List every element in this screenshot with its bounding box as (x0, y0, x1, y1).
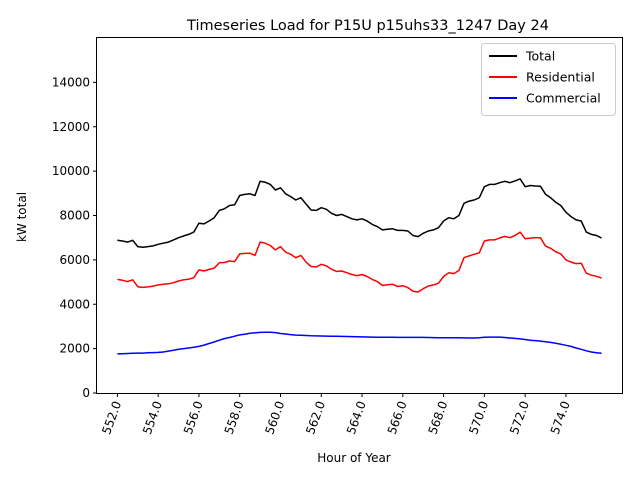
x-tick-label: 564.0 (344, 399, 369, 436)
y-tick-label: 8000 (59, 209, 90, 223)
x-axis-label: Hour of Year (317, 451, 391, 465)
y-axis: 0 2000 4000 6000 8000 10000 12000 14000 (52, 75, 97, 400)
x-tick-label: 552.0 (99, 399, 124, 436)
x-tick-label: 560.0 (262, 399, 287, 436)
y-tick-label: 12000 (52, 120, 90, 134)
x-tick-label: 566.0 (385, 399, 410, 436)
x-tick-label: 558.0 (222, 399, 247, 436)
y-tick-label: 4000 (59, 297, 90, 311)
legend: Total Residential Commercial (481, 43, 616, 116)
legend-label-commercial: Commercial (526, 91, 601, 106)
x-tick-label: 556.0 (181, 399, 206, 436)
x-tick-label: 572.0 (507, 399, 532, 436)
chart-title: Timeseries Load for P15U p15uhs33_1247 D… (186, 18, 549, 34)
series-line-total (117, 178, 602, 248)
legend-label-residential: Residential (526, 70, 595, 85)
legend-label-total: Total (525, 49, 555, 64)
y-tick-label: 10000 (52, 164, 90, 178)
x-tick-label: 562.0 (303, 399, 328, 436)
y-tick-label: 2000 (59, 342, 90, 356)
y-tick-label: 14000 (52, 75, 90, 89)
x-tick-label: 570.0 (466, 399, 491, 436)
y-axis-label: kW total (15, 192, 29, 242)
y-tick-label: 6000 (59, 253, 90, 267)
series-line-residential (117, 231, 602, 293)
series-line-commercial (117, 331, 602, 355)
x-axis: 552.0 554.0 556.0 558.0 560.0 562.0 564.0 566.0… (99, 393, 573, 436)
y-tick-label: 0 (82, 386, 90, 400)
x-tick-label: 554.0 (140, 399, 165, 436)
x-tick-label: 568.0 (426, 399, 451, 436)
x-tick-label: 574.0 (548, 399, 573, 436)
plot-area (117, 178, 602, 355)
